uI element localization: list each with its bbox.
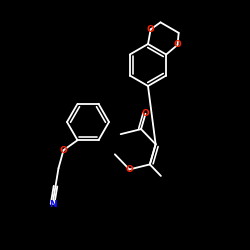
Text: O: O <box>126 165 133 174</box>
Text: O: O <box>147 25 154 34</box>
Text: O: O <box>60 146 67 155</box>
Text: N: N <box>49 200 56 209</box>
Text: O: O <box>142 109 150 118</box>
Text: O: O <box>174 40 182 50</box>
